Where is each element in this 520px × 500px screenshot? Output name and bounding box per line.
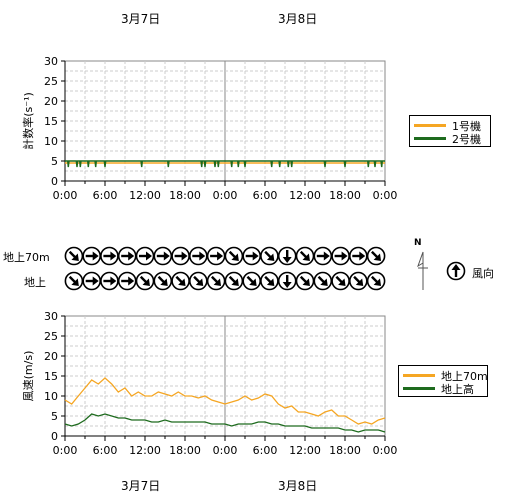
direction-legend-label: 風向 — [472, 267, 494, 280]
y-tick-label-1-30: 30 — [44, 310, 58, 323]
x-tick-label-0-5: 6:00 — [253, 189, 278, 202]
legend-swatch-70m — [403, 374, 435, 377]
direction-marker-up-14 — [313, 246, 333, 266]
direction-marker-up-11 — [260, 246, 279, 266]
date-label-top-day1: 3月7日 — [121, 12, 161, 26]
x-tick-label-1-7: 18:00 — [329, 444, 361, 457]
legend-label-unit2: 2号機 — [452, 133, 481, 146]
x-tick-label-0-0: 0:00 — [53, 189, 78, 202]
y-axis-title-1: 風速(m/s) — [22, 351, 35, 402]
date-label-top-day2: 3月8日 — [278, 12, 318, 26]
direction-marker-up-10 — [242, 246, 261, 266]
wind-speed-legend: 地上70m 地上高 — [398, 365, 488, 397]
legend-label-ground: 地上高 — [441, 383, 474, 396]
x-tick-label-0-2: 12:00 — [129, 189, 161, 202]
x-tick-label-0-1: 6:00 — [93, 189, 118, 202]
legend-swatch-unit2 — [414, 137, 446, 140]
x-tick-label-0-4: 0:00 — [213, 189, 238, 202]
compass-north-label: N — [414, 238, 422, 248]
x-tick-label-0-7: 18:00 — [329, 189, 361, 202]
legend-swatch-unit1 — [414, 124, 446, 127]
y-tick-label-0-15: 15 — [44, 115, 58, 128]
y-tick-label-1-20: 20 — [44, 350, 58, 363]
y-tick-label-0-5: 5 — [51, 155, 58, 168]
direction-marker-up-9 — [224, 246, 244, 266]
x-tick-label-1-5: 6:00 — [253, 444, 278, 457]
series-line-unit2 — [65, 160, 385, 168]
count-rate-legend: 1号機 2号機 — [409, 115, 491, 147]
direction-marker-up-3 — [117, 246, 137, 266]
direction-marker-lo-15 — [331, 271, 350, 291]
direction-marker-lo-3 — [117, 271, 137, 291]
direction-marker-up-5 — [153, 246, 173, 266]
direction-marker-lo-4 — [135, 271, 155, 291]
x-tick-label-1-6: 12:00 — [289, 444, 321, 457]
x-tick-label-1-8: 0:00 — [373, 444, 398, 457]
direction-marker-lo-16 — [348, 271, 368, 291]
direction-marker-lo-9 — [224, 271, 244, 291]
direction-marker-lo-14 — [313, 271, 333, 291]
y-tick-label-1-0: 0 — [51, 430, 58, 443]
x-tick-label-1-3: 18:00 — [169, 444, 201, 457]
series-line-ground — [64, 413, 386, 433]
direction-row-label-ground: 地上 — [24, 276, 46, 289]
y-axis-title-0: 計数率(s⁻¹) — [21, 92, 35, 150]
y-tick-label-1-5: 5 — [51, 410, 58, 423]
y-tick-label-0-25: 25 — [44, 75, 58, 88]
direction-marker-up-2 — [100, 246, 119, 266]
date-label-bottom-day1: 3月7日 — [121, 479, 161, 493]
direction-marker-lo-10 — [242, 271, 261, 291]
direction-marker-lo-7 — [189, 271, 208, 291]
y-tick-label-1-15: 15 — [44, 370, 58, 383]
x-tick-label-1-0: 0:00 — [53, 444, 78, 457]
compass-rose — [417, 251, 428, 290]
direction-marker-lo-5 — [153, 271, 173, 291]
y-tick-label-1-25: 25 — [44, 330, 58, 343]
direction-row-label-70m: 地上70m — [3, 251, 50, 264]
direction-marker-up-6 — [171, 246, 190, 266]
y-tick-label-1-10: 10 — [44, 390, 58, 403]
direction-marker-lo-1 — [82, 271, 101, 291]
y-tick-label-0-10: 10 — [44, 135, 58, 148]
direction-marker-lo-8 — [206, 271, 226, 291]
direction-marker-up-4 — [135, 246, 155, 266]
direction-marker-up-7 — [189, 246, 208, 266]
x-tick-label-1-2: 12:00 — [129, 444, 161, 457]
x-tick-label-1-4: 0:00 — [213, 444, 238, 457]
legend-label-unit1: 1号機 — [452, 120, 481, 133]
y-tick-label-0-0: 0 — [51, 175, 58, 188]
date-label-bottom-day2: 3月8日 — [278, 479, 318, 493]
direction-marker-up-16 — [348, 246, 368, 266]
direction-marker-up-13 — [295, 246, 315, 266]
series-line-70m — [64, 377, 386, 425]
x-tick-label-0-6: 12:00 — [289, 189, 321, 202]
x-tick-label-0-8: 0:00 — [373, 189, 398, 202]
direction-marker-up-17 — [366, 246, 386, 266]
x-tick-label-0-3: 18:00 — [169, 189, 201, 202]
legend-swatch-ground — [403, 387, 435, 390]
direction-legend-icon — [446, 261, 466, 281]
legend-label-70m: 地上70m — [441, 370, 488, 383]
direction-marker-lo-0 — [64, 271, 84, 291]
direction-marker-lo-17 — [366, 271, 386, 291]
x-tick-label-1-1: 6:00 — [93, 444, 118, 457]
y-tick-label-0-30: 30 — [44, 55, 58, 68]
direction-marker-lo-6 — [171, 271, 190, 291]
direction-marker-lo-11 — [260, 271, 279, 291]
y-tick-label-0-20: 20 — [44, 95, 58, 108]
